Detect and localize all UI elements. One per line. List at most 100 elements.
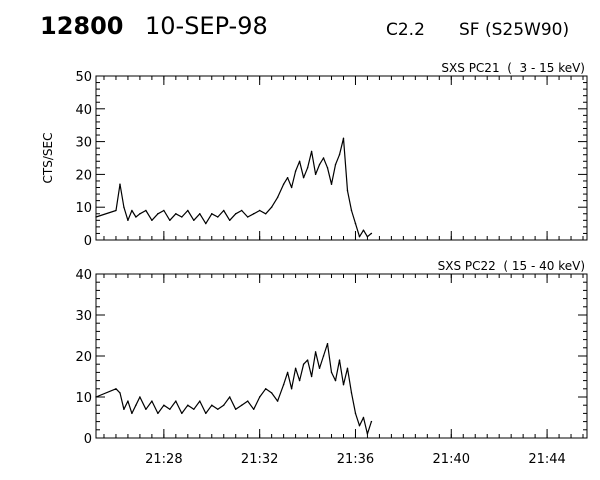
data-point [302,176,305,179]
data-point [290,186,293,189]
data-point [286,371,289,374]
series-line [95,137,372,238]
data-point [294,170,297,172]
data-point [264,388,267,390]
data-point [358,425,361,427]
data-point [95,396,97,398]
data-point [139,213,141,215]
data-point [322,355,325,357]
data-point [175,400,177,402]
data-point [314,173,317,176]
data-point [145,209,147,212]
data-point [199,213,201,215]
data-point [211,213,213,215]
data-point [298,379,301,382]
data-point [334,379,337,382]
y-axis-label: CTS/SEC [41,133,55,184]
goes-class: C2.2 [386,20,425,40]
chart-panel-bottom: SXS PC22 ( 15 - 40 keV) 0 10 20 30 40 21:28 21:… [75,259,588,467]
data-point [181,216,183,218]
x-tick-label: 21:28 [145,452,182,467]
data-point [217,408,219,410]
data-point [157,213,159,215]
data-point [199,400,201,402]
data-point [187,404,189,406]
data-point [252,213,255,215]
y-tick-label: 20 [75,168,92,183]
data-point [370,420,373,423]
data-point [258,396,261,398]
y-tick-label: 40 [75,268,92,283]
data-point [187,209,189,212]
data-point [205,412,207,415]
data-point [366,236,369,238]
data-point [229,396,231,398]
chart-panel-top: SXS PC21 ( 3 - 15 keV) 0 10 20 30 40 50 CTS/SEC [41,61,588,249]
data-point [115,209,117,212]
data-point [151,400,153,402]
event-number: 12800 [40,12,124,40]
data-point [181,412,183,415]
data-point [229,219,231,222]
data-point [338,359,341,361]
data-point [350,209,353,212]
data-point [235,408,237,410]
data-point [306,167,309,169]
data-point [135,404,137,406]
data-point [169,408,171,410]
data-point [354,222,357,225]
data-point [276,400,279,402]
data-point [264,213,267,215]
data-point [135,216,137,218]
data-point [127,400,129,402]
data-point [217,216,219,218]
plot-frame [95,273,588,439]
data-point [95,216,97,218]
series-line [95,343,372,435]
y-tick-label: 0 [84,234,92,249]
data-point [362,416,365,419]
y-tick-label: 40 [75,103,92,118]
data-point [175,213,177,215]
data-point [330,371,333,374]
y-tick-label: 30 [75,136,92,151]
data-point [169,219,171,222]
x-tick-label: 21:44 [528,452,565,467]
data-point [326,343,329,345]
data-point [290,388,293,390]
data-point [131,209,133,212]
data-point [270,392,273,394]
data-point [350,392,353,394]
plot-frame [95,75,588,241]
data-point [346,190,349,192]
data-point [127,219,129,222]
x-tick-label: 21:36 [337,452,374,467]
data-point [330,183,333,185]
y-tick-label: 0 [84,432,92,447]
data-point [163,209,165,212]
data-point [326,167,329,169]
data-point [246,216,249,218]
data-point [282,384,285,386]
data-point [163,404,165,406]
data-point [193,408,195,410]
data-point [211,404,213,406]
data-point [235,213,237,215]
data-point [306,359,309,361]
data-point [119,392,121,394]
data-point [241,209,243,212]
data-point [252,408,255,410]
data-point [362,229,365,231]
data-point [123,206,125,208]
data-point [358,236,361,238]
data-point [286,176,289,179]
data-point [270,206,273,208]
data-point [354,412,357,415]
data-point [342,137,345,140]
flare-location: SF (S25W90) [459,20,570,40]
data-point [338,154,341,156]
data-point [157,412,159,415]
x-tick-label: 21:40 [433,452,470,467]
data-point [298,160,301,162]
